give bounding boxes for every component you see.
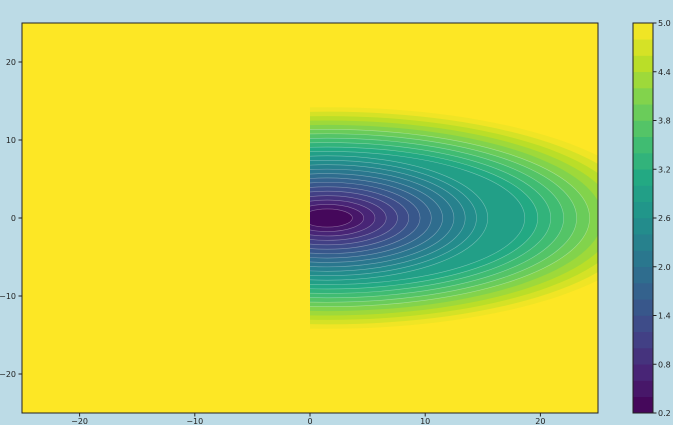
colorbar-band-1.0: [633, 331, 653, 349]
colorbar-band-3.0: [633, 169, 653, 186]
colorbar-tick-label: 2.0: [658, 263, 671, 272]
y-axis: 20 10 0 −10 −20: [0, 58, 22, 379]
colorbar-band-4.6: [633, 39, 653, 56]
x-tick-label: 20: [535, 417, 545, 425]
y-tick-label: 10: [6, 136, 16, 145]
colorbar-tick-label: 0.8: [658, 360, 671, 369]
colorbar-tick-label: 1.4: [658, 312, 671, 321]
y-tick-label: 20: [6, 58, 16, 67]
colorbar-band-2.8: [633, 185, 653, 203]
y-tick-label: 0: [11, 214, 16, 223]
colorbar-band-2.4: [633, 218, 653, 235]
x-tick-label: −10: [186, 417, 203, 425]
colorbar-tick-label: 2.6: [658, 214, 671, 223]
colorbar-band-3.8: [633, 104, 653, 121]
colorbar-band-4.0: [633, 88, 653, 105]
colorbar-band-1.2: [633, 315, 653, 333]
colorbar-band-2.0: [633, 250, 653, 268]
colorbar-band-1.6: [633, 283, 653, 300]
y-tick-label: −10: [0, 292, 16, 301]
colorbar-band-0.2: [633, 396, 653, 414]
colorbar-band-2.6: [633, 201, 653, 219]
x-tick-label: 0: [307, 417, 312, 425]
colorbar-band-2.2: [633, 234, 653, 251]
colorbar-tick-label: 0.2: [658, 409, 671, 418]
colorbar: 5.0 4.4 3.8 3.2 2.6 2.0 1.4 0.8 0.2: [632, 19, 671, 418]
colorbar-tick-label: 5.0: [658, 19, 671, 28]
colorbar-ticks: 5.0 4.4 3.8 3.2 2.6 2.0 1.4 0.8 0.2: [653, 19, 671, 418]
contour-band-0.2: [310, 208, 353, 228]
contour-levels: [310, 107, 598, 329]
colorbar-band-3.4: [633, 136, 653, 154]
x-axis: −20 −10 0 10 20: [71, 413, 545, 425]
colorbar-band-3.2: [633, 153, 653, 170]
colorbar-band-1.8: [633, 266, 653, 284]
colorbar-bands: [633, 23, 653, 414]
x-tick-label: 10: [420, 417, 430, 425]
colorbar-band-3.6: [633, 120, 653, 138]
colorbar-tick-label: 3.8: [658, 117, 671, 126]
x-tick-label: −20: [71, 417, 88, 425]
colorbar-band-4.8: [633, 23, 653, 40]
colorbar-tick-label: 4.4: [658, 68, 671, 77]
colorbar-band-0.6: [633, 364, 653, 381]
colorbar-band-4.4: [633, 55, 653, 73]
colorbar-band-4.2: [633, 71, 653, 89]
colorbar-band-0.4: [633, 380, 653, 398]
colorbar-band-0.8: [633, 348, 653, 365]
colorbar-tick-label: 3.2: [658, 165, 671, 174]
colorbar-band-1.4: [633, 299, 653, 316]
contour-plot-area: [22, 23, 598, 413]
y-tick-label: −20: [0, 370, 16, 379]
